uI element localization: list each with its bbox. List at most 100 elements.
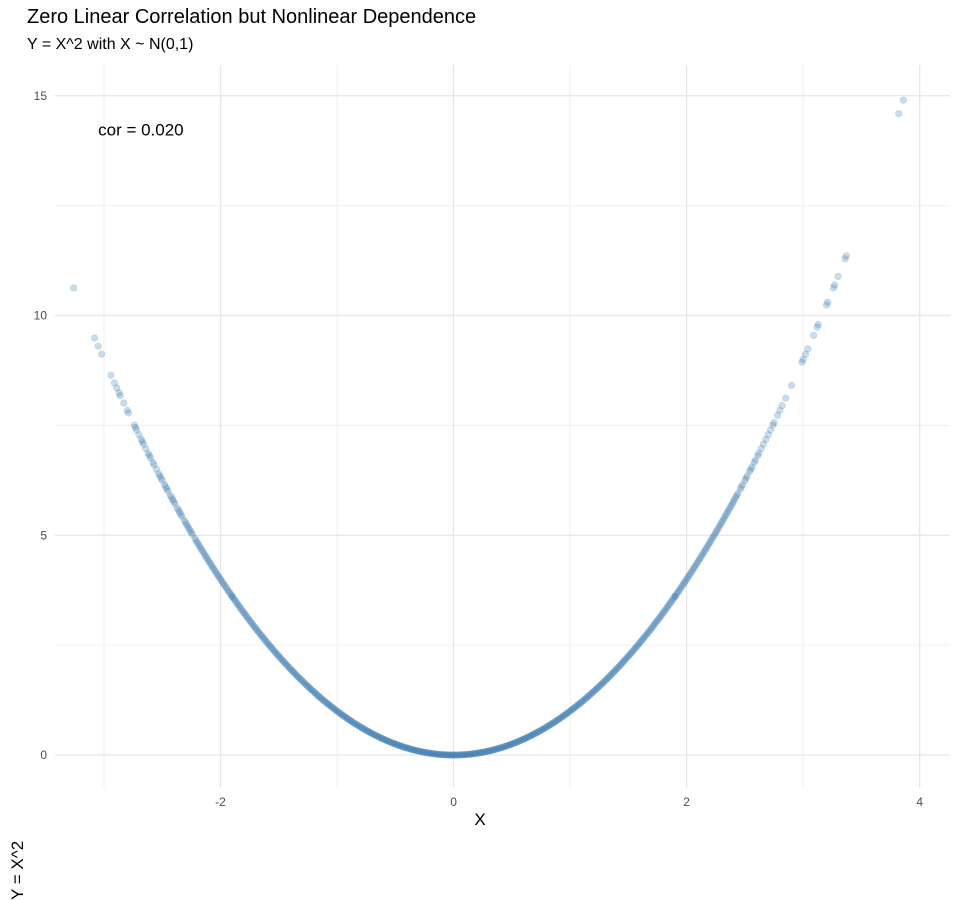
scatter-point <box>617 660 625 668</box>
scatter-point <box>671 592 679 600</box>
scatter-point <box>279 657 288 665</box>
scatter-point <box>603 674 611 683</box>
scatter-point <box>425 749 433 757</box>
scatter-point <box>235 602 243 610</box>
scatter-point <box>320 697 328 705</box>
scatter-point <box>146 454 155 462</box>
scatter-point <box>215 573 223 582</box>
scatter-point <box>618 659 627 667</box>
scatter-point <box>477 748 486 757</box>
scatter-point <box>581 695 589 703</box>
scatter-point <box>183 520 191 529</box>
scatter-point <box>630 645 638 654</box>
scatter-point <box>284 662 292 671</box>
scatter-point <box>704 542 712 550</box>
scatter-point <box>294 673 303 681</box>
scatter-point <box>500 743 508 751</box>
scatter-point <box>532 729 540 737</box>
scatter-point <box>360 725 368 733</box>
scatter-point <box>712 528 720 537</box>
scatter-point <box>560 711 568 719</box>
scatter-point <box>481 748 489 756</box>
scatter-point <box>213 570 221 578</box>
scatter-point <box>342 714 350 722</box>
scatter-point <box>531 729 539 738</box>
scatter-point <box>594 683 602 692</box>
x-tick-label: -2 <box>215 795 226 809</box>
scatter-point <box>597 680 606 688</box>
scatter-point <box>332 706 340 714</box>
scatter-point <box>277 655 285 663</box>
scatter-point <box>565 708 573 716</box>
scatter-point <box>145 452 153 460</box>
scatter-point <box>709 532 718 541</box>
scatter-point <box>576 699 585 707</box>
scatter-point <box>538 726 546 734</box>
scatter-point <box>395 741 403 749</box>
scatter-point <box>468 750 476 758</box>
scatter-point <box>364 728 373 736</box>
scatter-point <box>510 739 518 747</box>
scatter-point <box>193 538 201 546</box>
scatter-point <box>539 725 547 733</box>
scatter-point <box>220 580 228 589</box>
scatter-point <box>537 726 545 734</box>
scatter-point <box>831 281 839 289</box>
scatter-point <box>410 746 418 754</box>
major-gridlines <box>55 65 950 788</box>
scatter-point <box>149 458 157 467</box>
scatter-point <box>564 709 572 717</box>
scatter-point <box>656 613 664 621</box>
scatter-point <box>256 630 264 638</box>
scatter-point <box>723 508 732 516</box>
scatter-point <box>448 751 456 759</box>
scatter-point <box>540 724 549 732</box>
scatter-point <box>419 748 427 756</box>
scatter-point <box>280 659 289 667</box>
scatter-point <box>512 738 521 746</box>
scatter-point <box>460 751 468 759</box>
scatter-point <box>762 435 770 443</box>
scatter-points <box>70 96 907 759</box>
scatter-point <box>204 555 212 563</box>
scatter-point <box>195 542 204 550</box>
scatter-point <box>396 742 404 750</box>
scatter-point <box>650 621 658 629</box>
scatter-point <box>624 652 632 660</box>
scatter-point <box>533 728 542 736</box>
scatter-point <box>373 732 381 740</box>
scatter-point <box>551 718 559 726</box>
scatter-point <box>263 638 271 647</box>
scatter-point <box>604 673 613 681</box>
scatter-point <box>733 491 741 500</box>
scatter-point <box>155 470 163 478</box>
scatter-point <box>216 575 225 583</box>
scatter-point <box>142 445 150 453</box>
scatter-point <box>635 640 643 648</box>
scatter-point <box>593 684 601 693</box>
scatter-point <box>480 748 488 756</box>
scatter-point <box>260 634 268 642</box>
scatter-point <box>398 742 406 751</box>
scatter-point <box>158 476 166 484</box>
scatter-point <box>507 740 515 749</box>
scatter-point <box>248 619 256 628</box>
scatter-point <box>526 732 535 740</box>
scatter-point <box>600 678 608 686</box>
scatter-point <box>595 682 603 690</box>
scatter-point <box>232 597 240 605</box>
scatter-point <box>655 615 663 623</box>
scatter-point <box>695 555 704 563</box>
scatter-point <box>421 748 430 757</box>
scatter-point <box>349 718 357 727</box>
scatter-point <box>731 494 740 502</box>
scatter-point <box>509 740 517 748</box>
scatter-point <box>769 421 777 429</box>
scatter-point <box>713 526 721 535</box>
scatter-point <box>498 743 507 751</box>
y-tick-label: 15 <box>34 89 48 103</box>
scatter-point <box>222 584 230 592</box>
chart-title: Zero Linear Correlation but Nonlinear De… <box>27 6 477 28</box>
scatter-point <box>355 722 363 730</box>
scatter-point <box>399 743 408 751</box>
